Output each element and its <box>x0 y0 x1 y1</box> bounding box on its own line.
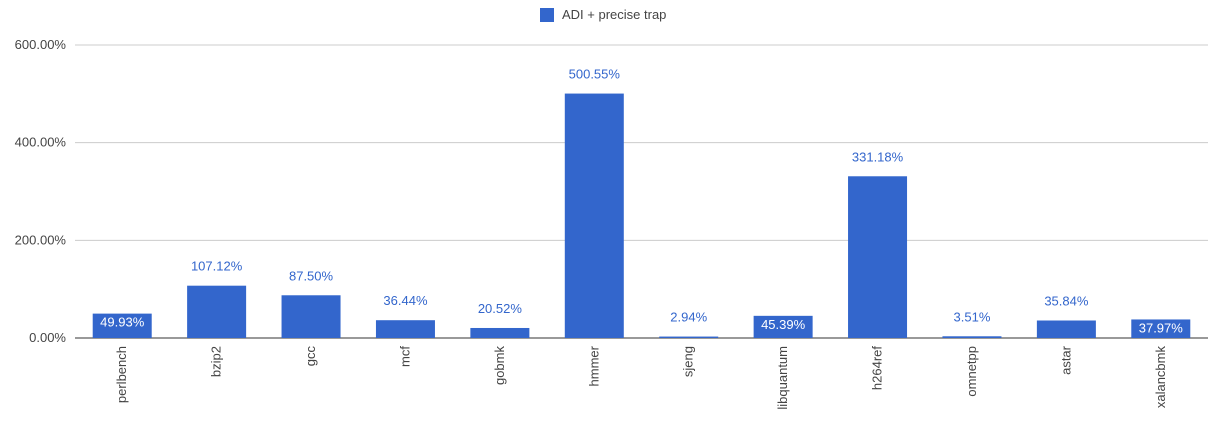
bars <box>92 93 1191 338</box>
y-tick-label: 400.00% <box>15 135 67 150</box>
bar <box>659 336 719 338</box>
x-tick-label: mcf <box>397 346 412 367</box>
y-tick-label: 200.00% <box>15 232 67 247</box>
x-tick-label: omnetpp <box>964 346 979 397</box>
bar <box>753 315 813 338</box>
x-tick-label: gcc <box>303 346 318 367</box>
data-label: 45.39% <box>761 317 806 332</box>
bar <box>470 327 530 338</box>
bar <box>375 320 435 338</box>
bar <box>187 285 247 338</box>
y-tick-label: 0.00% <box>29 330 66 345</box>
data-label: 500.55% <box>569 67 621 82</box>
data-label: 49.93% <box>100 315 145 330</box>
x-axis-ticks: perlbench bzip2 gcc mcf gobmk hmmer sjeng libqu… <box>114 345 1168 409</box>
y-axis-ticks: 0.00% 200.00% 400.00% 600.00% <box>15 37 67 345</box>
x-tick-label: hmmer <box>586 345 601 386</box>
bar <box>1036 320 1096 338</box>
bar <box>281 295 341 338</box>
data-label: 36.44% <box>383 293 428 308</box>
data-label: 20.52% <box>478 301 523 316</box>
x-tick-label: h264ref <box>870 346 885 390</box>
data-labels: 49.93% 107.12% 87.50% 36.44% 20.52% 500.55% 2.… <box>100 67 1183 336</box>
data-label: 35.84% <box>1044 293 1089 308</box>
data-label: 37.97% <box>1139 320 1184 335</box>
x-tick-label: libquantum <box>775 346 790 410</box>
data-label: 2.94% <box>670 310 707 325</box>
legend: ADI + precise trap <box>540 7 666 22</box>
x-tick-label: perlbench <box>114 346 129 403</box>
bar <box>564 93 624 338</box>
x-tick-label: bzip2 <box>209 346 224 377</box>
x-tick-label: astar <box>1058 345 1073 375</box>
data-label: 3.51% <box>954 309 991 324</box>
legend-label: ADI + precise trap <box>562 7 666 22</box>
bar <box>1131 319 1191 338</box>
x-tick-label: xalancbmk <box>1153 346 1168 409</box>
data-label: 331.18% <box>852 149 904 164</box>
data-label: 107.12% <box>191 259 243 274</box>
bar <box>92 313 152 338</box>
data-label: 87.50% <box>289 268 334 283</box>
gridlines <box>75 44 1208 339</box>
bar <box>848 176 908 338</box>
x-tick-label: gobmk <box>492 346 507 386</box>
x-tick-label: sjeng <box>681 346 696 377</box>
y-tick-label: 600.00% <box>15 37 67 52</box>
bar <box>942 336 1002 338</box>
legend-swatch <box>540 8 554 22</box>
